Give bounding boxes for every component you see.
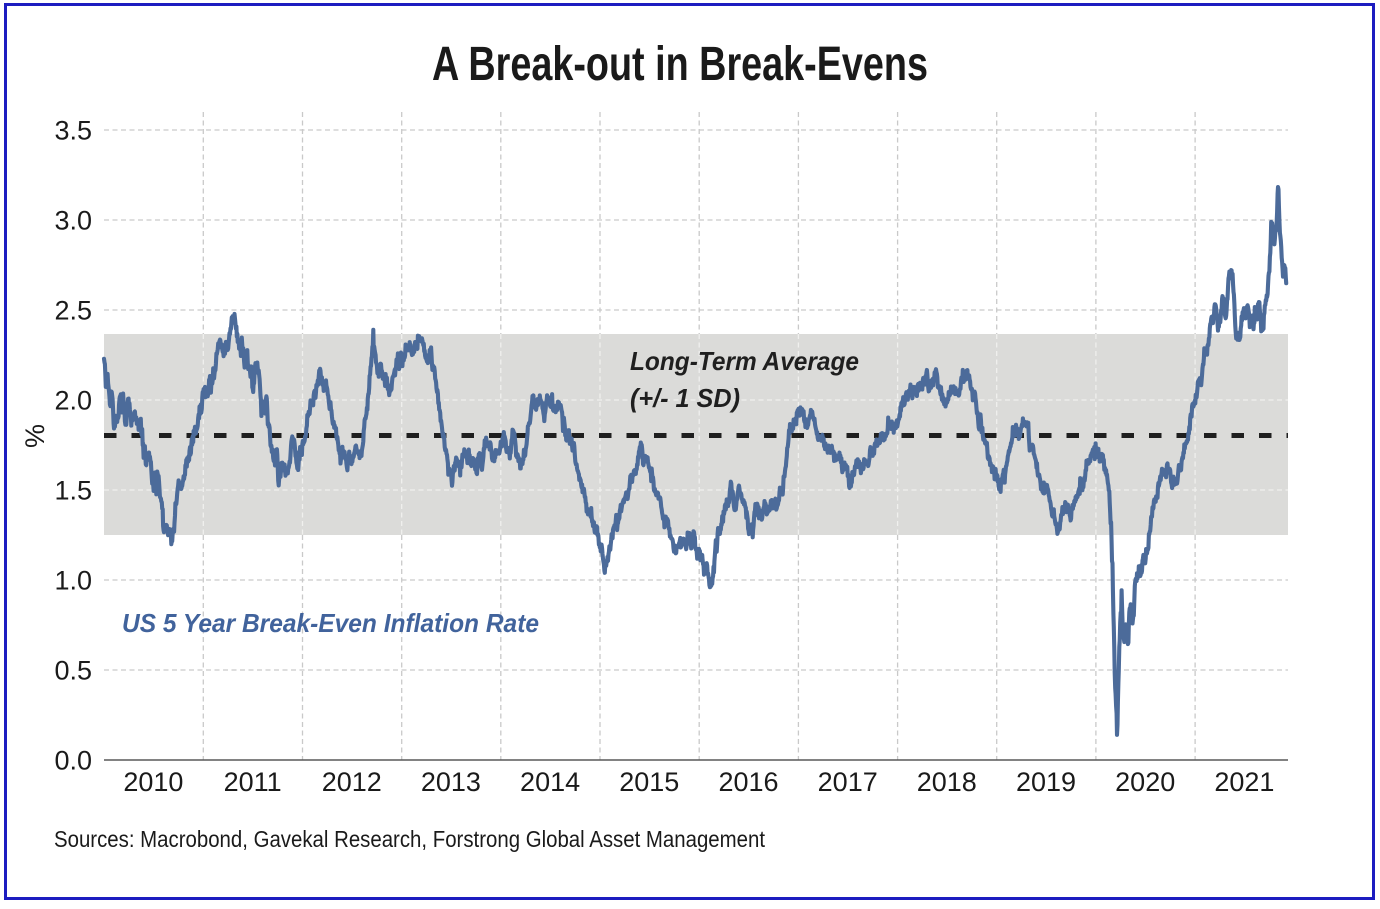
svg-text:0.5: 0.5 [54,656,92,686]
svg-text:2016: 2016 [718,767,778,797]
svg-text:2018: 2018 [917,767,977,797]
svg-text:2010: 2010 [123,767,183,797]
svg-text:2015: 2015 [619,767,679,797]
svg-text:0.0: 0.0 [54,746,92,776]
svg-text:US 5 Year Break-Even Inflation: US 5 Year Break-Even Inflation Rate [122,608,539,638]
svg-text:(+/- 1 SD): (+/- 1 SD) [630,383,740,413]
svg-text:2012: 2012 [322,767,382,797]
svg-text:Sources: Macrobond, Gavekal Re: Sources: Macrobond, Gavekal Research, Fo… [54,826,765,852]
svg-text:3.0: 3.0 [54,206,92,236]
svg-text:2.0: 2.0 [54,386,92,416]
svg-text:2021: 2021 [1214,767,1274,797]
svg-text:1.5: 1.5 [54,476,92,506]
svg-text:2013: 2013 [421,767,481,797]
svg-text:1.0: 1.0 [54,566,92,596]
svg-text:%: % [20,424,50,448]
svg-text:2017: 2017 [818,767,878,797]
svg-text:2020: 2020 [1115,767,1175,797]
svg-text:2.5: 2.5 [54,296,92,326]
svg-text:2014: 2014 [520,767,580,797]
svg-text:2019: 2019 [1016,767,1076,797]
svg-text:A Break-out in Break-Evens: A Break-out in Break-Evens [432,38,928,91]
svg-text:2011: 2011 [224,767,282,797]
svg-text:Long-Term Average: Long-Term Average [630,346,859,376]
svg-text:3.5: 3.5 [54,116,92,146]
